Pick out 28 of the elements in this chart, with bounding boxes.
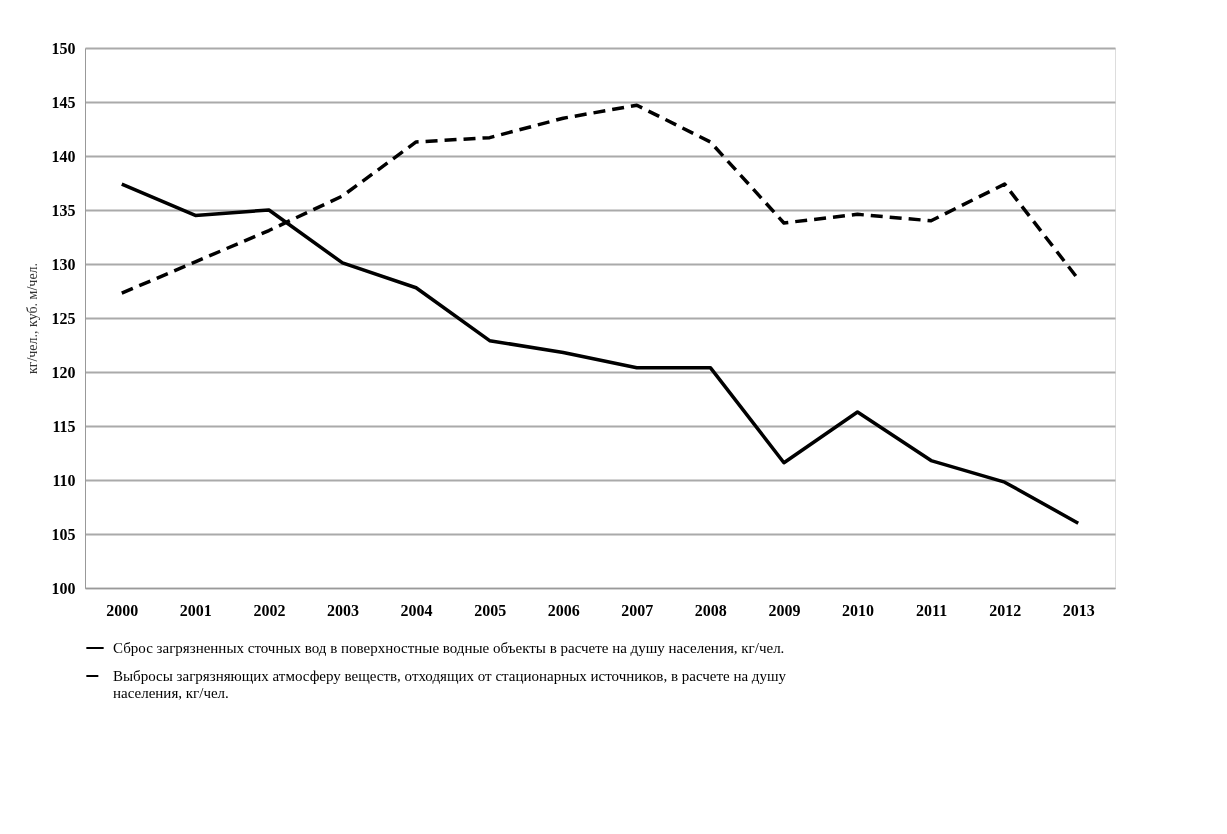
x-tick-label: 2011 — [916, 601, 948, 619]
legend-label: Выбросы загрязняющих атмосферу веществ, отходящих от стационарных источников, в расчете на душу населения, кг/чел. — [113, 668, 787, 701]
x-tick-label: 2002 — [253, 601, 286, 619]
x-tick-label: 2000 — [106, 601, 139, 619]
y-tick-label: 150 — [51, 39, 76, 57]
x-tick-label: 2006 — [547, 601, 580, 619]
x-tick-label: 2008 — [694, 601, 727, 619]
y-tick-label: 110 — [52, 471, 76, 489]
x-tick-label: 2001 — [179, 601, 212, 619]
x-tick-label: 2007 — [621, 601, 654, 619]
x-tick-label: 2009 — [768, 601, 801, 619]
x-tick-label: 2005 — [474, 601, 507, 619]
y-tick-label: 130 — [51, 255, 76, 273]
y-axis-title: кг/чел., куб. м/чел. — [24, 262, 40, 375]
x-tick-label: 2004 — [400, 601, 433, 619]
x-tick-label: 2010 — [842, 601, 874, 619]
y-tick-label: 125 — [51, 309, 76, 327]
y-tick-label: 140 — [51, 147, 76, 165]
y-tick-label: 120 — [51, 363, 76, 381]
x-tick-label: 2003 — [327, 601, 359, 619]
legend-label: Сброс загрязненных сточных вод в поверхностные водные объекты в расчете на душу населения, кг/чел. — [113, 640, 785, 656]
y-tick-label: 135 — [51, 201, 76, 219]
y-tick-label: 115 — [52, 417, 76, 435]
y-tick-label: 105 — [51, 525, 76, 543]
y-tick-label: 145 — [51, 93, 76, 111]
x-tick-label: 2012 — [989, 601, 1022, 619]
x-tick-label: 2013 — [1062, 601, 1095, 619]
y-tick-label: 100 — [51, 579, 76, 597]
